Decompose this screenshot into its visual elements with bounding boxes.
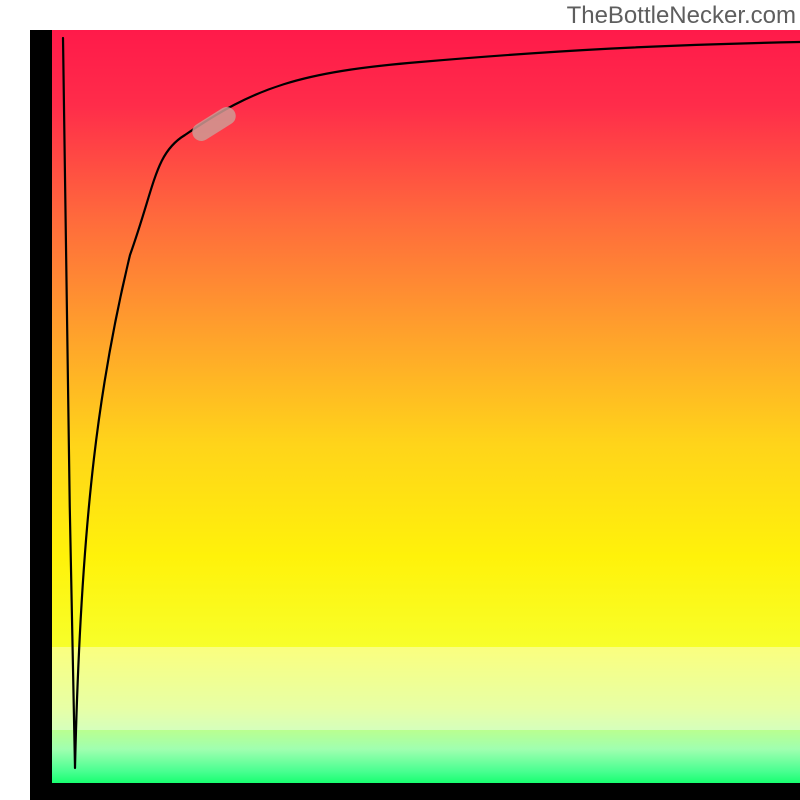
- chart-root: TheBottleNecker.com: [0, 0, 800, 800]
- bottleneck-curve: [63, 38, 800, 768]
- curve-marker: [189, 104, 239, 145]
- curve-marker-pill: [189, 104, 239, 145]
- chart-svg-layer: [0, 0, 800, 800]
- watermark-text: TheBottleNecker.com: [567, 2, 796, 30]
